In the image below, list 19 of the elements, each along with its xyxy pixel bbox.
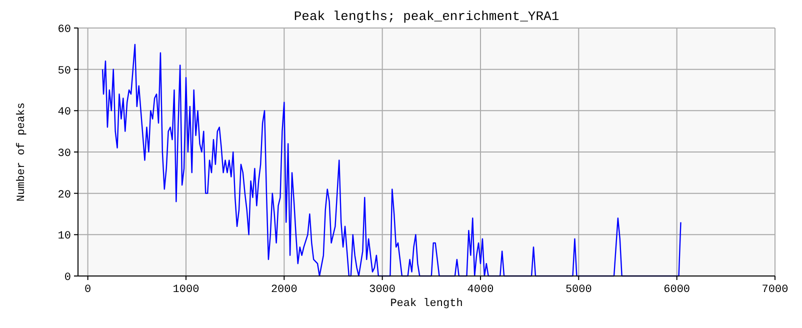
y-tick-label: 60: [58, 24, 71, 36]
x-tick-label: 3000: [369, 284, 396, 296]
x-axis-title: Peak length: [390, 298, 463, 310]
x-tick-label: 2000: [270, 284, 298, 296]
y-tick-label: 40: [58, 106, 71, 119]
chart-title: Peak lengths; peak_enrichment_YRA1: [294, 9, 560, 24]
line-series: [102, 44, 682, 277]
x-tick-label: 4000: [467, 284, 494, 296]
y-tick-label: 30: [58, 148, 71, 160]
x-tick-label: 1000: [172, 284, 200, 296]
y-tick-label: 10: [58, 230, 71, 243]
x-tick-label: 5000: [565, 284, 592, 296]
x-tick-label: 6000: [664, 284, 690, 296]
x-tick-label: 0: [84, 284, 92, 296]
y-tick-label: 20: [58, 189, 71, 202]
y-tick-label: 50: [58, 65, 71, 78]
x-tick-label: 7000: [762, 284, 788, 296]
y-axis-title: Number of peaks: [16, 102, 28, 202]
y-tick-label: 0: [64, 272, 71, 284]
